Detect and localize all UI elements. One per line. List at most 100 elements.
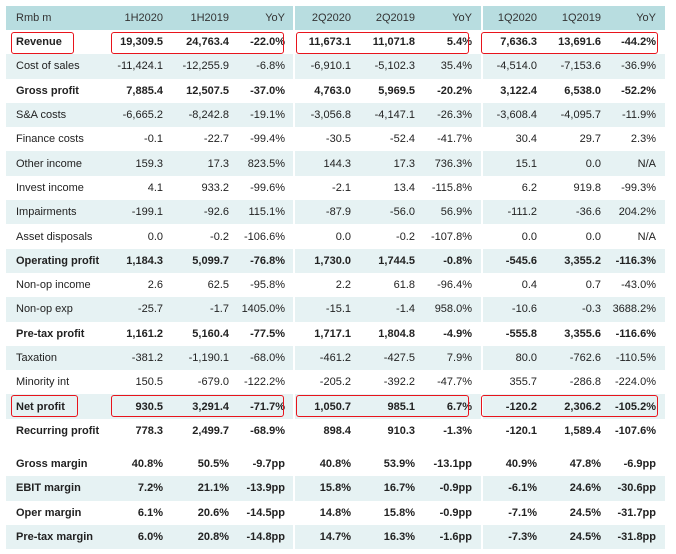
- table-row: Non-op income 2.6 62.5 -95.8% 2.2 61.8 -96.4% 0…: [6, 272, 665, 298]
- table-cell: -96.4%: [424, 272, 482, 298]
- column-header: YoY: [424, 6, 482, 30]
- table-cell: -37.0%: [237, 78, 294, 103]
- table-cell: -56.0: [360, 200, 424, 225]
- table-cell: 1,717.1: [293, 321, 360, 346]
- table-cell: -7,153.6: [546, 54, 610, 79]
- table-cell: 3688.2%: [610, 297, 665, 322]
- table-cell: -6.1%: [481, 476, 546, 501]
- table-cell: 53.9%: [360, 452, 424, 477]
- table-cell: -7.1%: [481, 500, 546, 525]
- table-row: S&A costs -6,665.2 -8,242.8 -19.1% -3,056.8-…: [6, 102, 665, 128]
- column-header: 2Q2019: [360, 6, 424, 30]
- table-cell: 16.3%: [360, 524, 424, 550]
- table-cell: -0.9pp: [424, 476, 482, 501]
- table-cell: -99.3%: [610, 175, 665, 201]
- table-cell: 7,636.3: [481, 30, 546, 55]
- table-cell: -10.6: [481, 297, 546, 322]
- table-row: Recurring profit 778.3 2,499.7 -68.9% 898.4 9…: [6, 418, 665, 444]
- table-cell: 6.0%: [111, 524, 173, 550]
- table-cell: -13.1pp: [424, 452, 482, 477]
- table-cell: -199.1: [111, 200, 173, 225]
- table-cell: 17.3: [173, 151, 237, 176]
- table-cell: 13.4: [360, 175, 424, 201]
- row-label: Pre-tax profit: [6, 321, 111, 346]
- table-cell: 7.2%: [111, 476, 173, 501]
- table-row: Taxation -381.2 -1,190.1 -68.0% -461.2 -427.5…: [6, 345, 665, 371]
- table-cell: 2,499.7: [173, 418, 237, 444]
- table-cell: 13,691.6: [546, 30, 610, 55]
- table-cell: 24,763.4: [173, 30, 237, 55]
- table-cell: -427.5: [360, 345, 424, 371]
- table-cell: 0.7: [546, 272, 610, 298]
- table-cell: 958.0%: [424, 297, 482, 322]
- table-row: Pre-tax margin 6.0% 20.8% -14.8pp 14.7% 16.3%…: [6, 524, 665, 550]
- spacer-cell: [424, 443, 482, 453]
- table-cell: -36.6: [546, 200, 610, 225]
- table-cell: 3,122.4: [481, 78, 546, 103]
- table-cell: -68.0%: [237, 345, 294, 371]
- table-cell: -107.6%: [610, 418, 665, 444]
- table-cell: 0.0: [481, 224, 546, 249]
- table-cell: 62.5: [173, 272, 237, 298]
- table-cell: 14.8%: [293, 500, 360, 525]
- table-cell: 24.6%: [546, 476, 610, 501]
- row-label: S&A costs: [6, 102, 111, 128]
- table-cell: -0.8%: [424, 248, 482, 273]
- table-cell: 985.1: [360, 394, 424, 419]
- table-cell: -26.3%: [424, 102, 482, 128]
- table-row: Net profit 930.5 3,291.4 -71.7% 1,050.7 985.1…: [6, 394, 665, 419]
- table-cell: -106.6%: [237, 224, 294, 249]
- table-cell: -7.3%: [481, 524, 546, 550]
- table-cell: -41.7%: [424, 127, 482, 152]
- header-row: Rmb m 1H2020 1H2019 YoY 2Q2020 2Q2019 Yo…: [6, 6, 665, 30]
- column-header: 1Q2020: [481, 6, 546, 30]
- table-cell: -120.2: [481, 394, 546, 419]
- table-cell: -762.6: [546, 345, 610, 371]
- table-cell: -22.0%: [237, 30, 294, 55]
- table-cell: -286.8: [546, 370, 610, 395]
- row-label: Net profit: [6, 394, 111, 419]
- table-cell: -20.2%: [424, 78, 482, 103]
- row-label: Operating profit: [6, 248, 111, 273]
- table-cell: 61.8: [360, 272, 424, 298]
- table-cell: 11,071.8: [360, 30, 424, 55]
- table-cell: -12,255.9: [173, 54, 237, 79]
- table-cell: 14.7%: [293, 524, 360, 550]
- spacer-cell: [293, 443, 360, 453]
- table-cell: -110.5%: [610, 345, 665, 371]
- table-cell: 29.7: [546, 127, 610, 152]
- table-cell: -99.4%: [237, 127, 294, 152]
- table-cell: -6.9pp: [610, 452, 665, 477]
- table-cell: -392.2: [360, 370, 424, 395]
- table-cell: 20.8%: [173, 524, 237, 550]
- row-label: Gross margin: [6, 452, 111, 477]
- spacer-cell: [546, 443, 610, 453]
- table-cell: -76.8%: [237, 248, 294, 273]
- table-cell: 1,744.5: [360, 248, 424, 273]
- table-cell: 0.4: [481, 272, 546, 298]
- table-cell: 35.4%: [424, 54, 482, 79]
- table-cell: -11,424.1: [111, 54, 173, 79]
- table-cell: -14.5pp: [237, 500, 294, 525]
- table-cell: -30.5: [293, 127, 360, 152]
- row-label: Non-op exp: [6, 297, 111, 322]
- table-cell: 910.3: [360, 418, 424, 444]
- table-row: Cost of sales -11,424.1 -12,255.9 -6.8% -6,9…: [6, 54, 665, 79]
- table-cell: 24.5%: [546, 524, 610, 550]
- table-cell: -0.9pp: [424, 500, 482, 525]
- table-cell: 355.7: [481, 370, 546, 395]
- table-cell: -5,102.3: [360, 54, 424, 79]
- table-cell: 56.9%: [424, 200, 482, 225]
- row-label: EBIT margin: [6, 476, 111, 501]
- table-cell: 1,050.7: [293, 394, 360, 419]
- table-cell: 5,969.5: [360, 78, 424, 103]
- row-label: Impairments: [6, 200, 111, 225]
- row-label: Invest income: [6, 175, 111, 201]
- table-row: Revenue 19,309.5 24,763.4 -22.0% 11,673.1 11,…: [6, 30, 665, 55]
- row-label: Other income: [6, 151, 111, 176]
- table-cell: N/A: [610, 224, 665, 249]
- table-cell: -4,514.0: [481, 54, 546, 79]
- table-cell: -0.3: [546, 297, 610, 322]
- table-cell: 3,355.6: [546, 321, 610, 346]
- row-label: Gross profit: [6, 78, 111, 103]
